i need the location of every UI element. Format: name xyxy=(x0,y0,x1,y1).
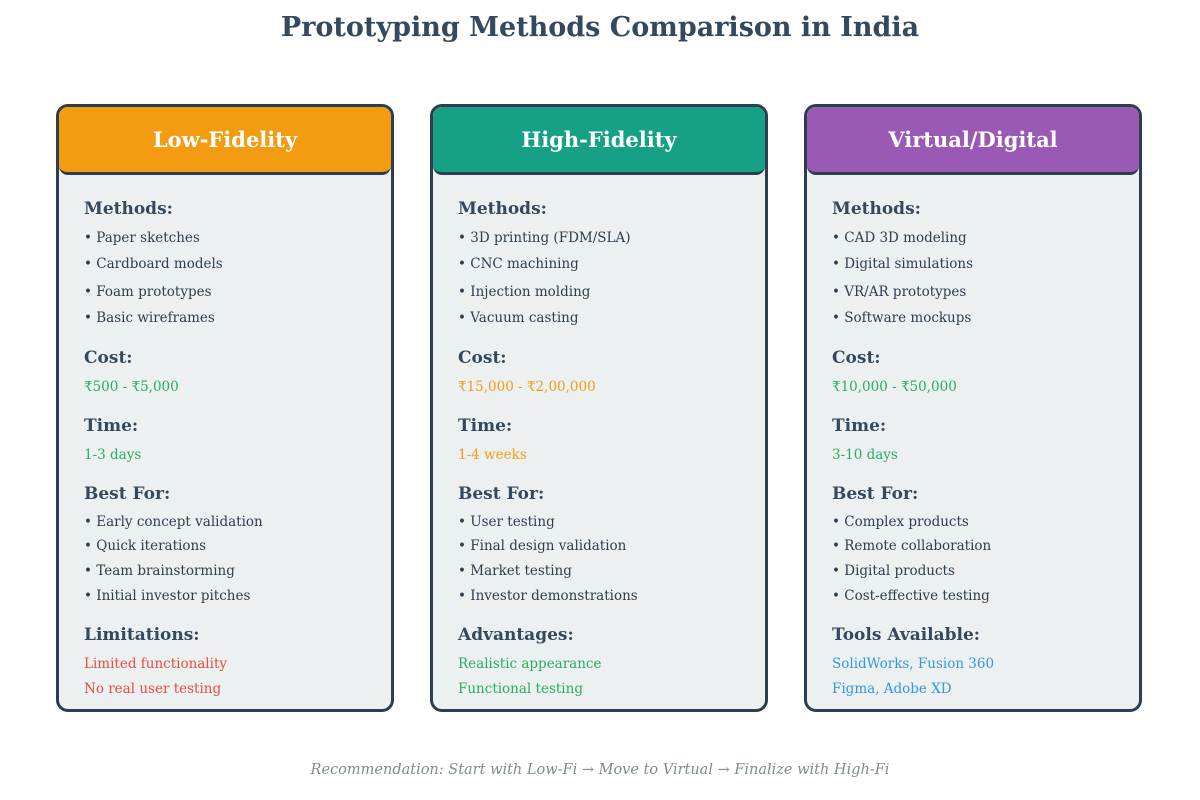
card-header-low-fidelity: Low-Fidelity xyxy=(59,107,391,175)
tools-heading: Tools Available: xyxy=(832,625,981,645)
method-item: • Foam prototypes xyxy=(84,284,212,300)
best-for-item: • Investor demonstrations xyxy=(458,588,638,604)
time-value: 3-10 days xyxy=(832,447,898,463)
best-for-item: • Team brainstorming xyxy=(84,563,235,579)
best-for-item: • Market testing xyxy=(458,563,572,579)
method-item: • Cardboard models xyxy=(84,256,223,272)
method-item: • Software mockups xyxy=(832,310,972,326)
tool-item: Figma, Adobe XD xyxy=(832,681,952,697)
card-virtual-digital: Virtual/Digital Methods: • CAD 3D modeli… xyxy=(804,104,1142,712)
method-item: • VR/AR prototypes xyxy=(832,284,967,300)
best-for-item: • Early concept validation xyxy=(84,514,263,530)
card-header-virtual-digital: Virtual/Digital xyxy=(807,107,1139,175)
best-for-item: • Complex products xyxy=(832,514,969,530)
advantage-item: Functional testing xyxy=(458,681,583,697)
cost-heading: Cost: xyxy=(832,348,881,368)
method-item: • CNC machining xyxy=(458,256,579,272)
methods-heading: Methods: xyxy=(84,199,173,219)
advantages-heading: Advantages: xyxy=(458,625,574,645)
recommendation-footer: Recommendation: Start with Low-Fi → Move… xyxy=(310,762,890,778)
time-value: 1-3 days xyxy=(84,447,142,463)
card-low-fidelity: Low-Fidelity Methods: • Paper sketches •… xyxy=(56,104,394,712)
cost-value: ₹10,000 - ₹50,000 xyxy=(832,379,957,395)
limitations-heading: Limitations: xyxy=(84,625,200,645)
card-header-high-fidelity: High-Fidelity xyxy=(433,107,765,175)
cost-value: ₹500 - ₹5,000 xyxy=(84,379,179,395)
best-for-item: • Initial investor pitches xyxy=(84,588,251,604)
method-item: • Injection molding xyxy=(458,284,591,300)
best-for-item: • Remote collaboration xyxy=(832,538,992,554)
method-item: • CAD 3D modeling xyxy=(832,230,967,246)
methods-heading: Methods: xyxy=(832,199,921,219)
time-value: 1-4 weeks xyxy=(458,447,527,463)
best-for-item: • Digital products xyxy=(832,563,955,579)
method-item: • Basic wireframes xyxy=(84,310,215,326)
time-heading: Time: xyxy=(458,416,513,436)
time-heading: Time: xyxy=(84,416,139,436)
advantage-item: Realistic appearance xyxy=(458,656,602,672)
methods-heading: Methods: xyxy=(458,199,547,219)
best-for-heading: Best For: xyxy=(84,484,171,504)
method-item: • Vacuum casting xyxy=(458,310,579,326)
best-for-item: • User testing xyxy=(458,514,555,530)
best-for-item: • Final design validation xyxy=(458,538,627,554)
limitation-item: Limited functionality xyxy=(84,656,227,672)
best-for-heading: Best For: xyxy=(832,484,919,504)
method-item: • 3D printing (FDM/SLA) xyxy=(458,230,631,246)
card-high-fidelity: High-Fidelity Methods: • 3D printing (FD… xyxy=(430,104,768,712)
cost-heading: Cost: xyxy=(84,348,133,368)
tool-item: SolidWorks, Fusion 360 xyxy=(832,656,995,672)
best-for-item: • Quick iterations xyxy=(84,538,207,554)
method-item: • Digital simulations xyxy=(832,256,974,272)
best-for-item: • Cost-effective testing xyxy=(832,588,990,604)
limitation-item: No real user testing xyxy=(84,681,222,697)
best-for-heading: Best For: xyxy=(458,484,545,504)
page-title: Prototyping Methods Comparison in India xyxy=(280,12,920,43)
time-heading: Time: xyxy=(832,416,887,436)
method-item: • Paper sketches xyxy=(84,230,200,246)
cost-value: ₹15,000 - ₹2,00,000 xyxy=(458,379,596,395)
cost-heading: Cost: xyxy=(458,348,507,368)
